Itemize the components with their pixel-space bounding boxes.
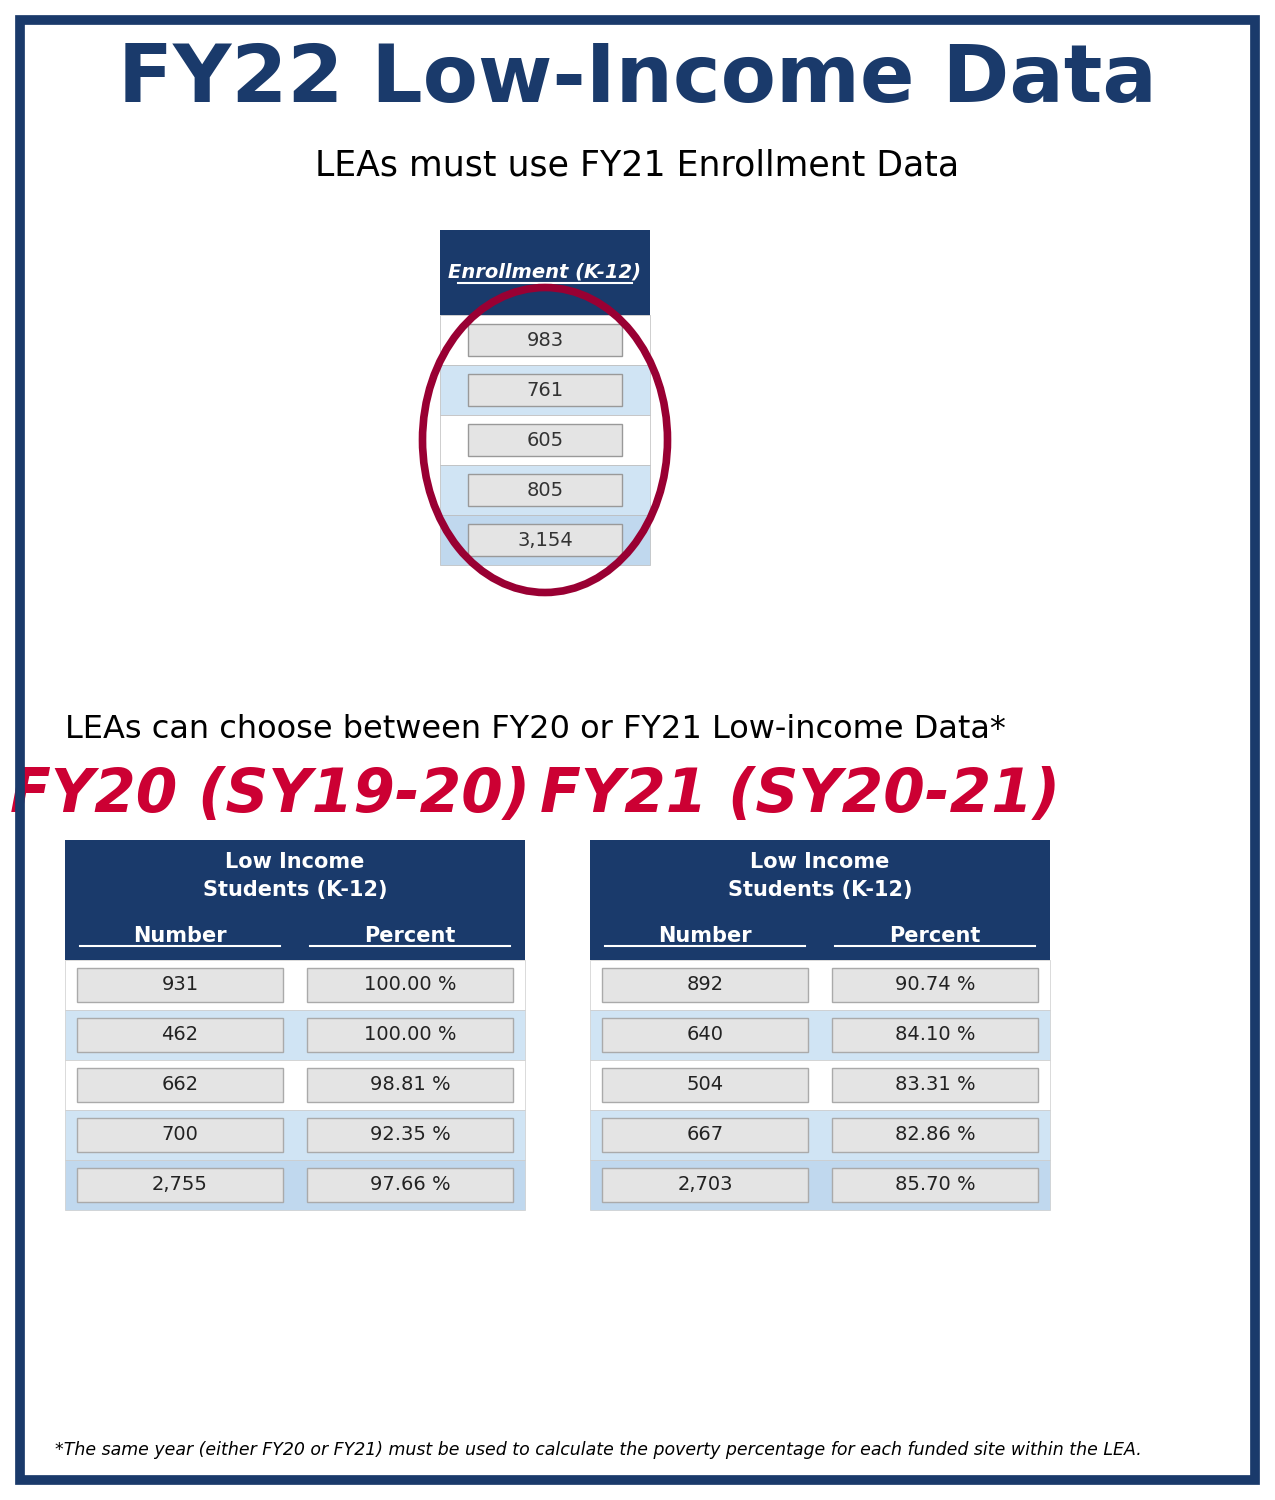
Text: 2,703: 2,703 — [677, 1176, 733, 1194]
FancyBboxPatch shape — [76, 1068, 283, 1102]
FancyBboxPatch shape — [307, 1068, 513, 1102]
FancyBboxPatch shape — [440, 315, 650, 364]
FancyBboxPatch shape — [65, 1160, 525, 1210]
FancyBboxPatch shape — [307, 968, 513, 1002]
Text: 761: 761 — [527, 381, 564, 399]
FancyBboxPatch shape — [65, 1060, 525, 1110]
FancyBboxPatch shape — [590, 960, 1051, 1010]
Text: 83.31 %: 83.31 % — [895, 1076, 975, 1095]
Text: 90.74 %: 90.74 % — [895, 975, 975, 994]
FancyBboxPatch shape — [833, 1168, 1038, 1202]
FancyBboxPatch shape — [76, 1168, 283, 1202]
Text: Enrollment (K-12): Enrollment (K-12) — [449, 262, 641, 282]
Text: Percent: Percent — [890, 926, 980, 946]
Text: 82.86 %: 82.86 % — [895, 1125, 975, 1144]
Text: 662: 662 — [162, 1076, 199, 1095]
FancyBboxPatch shape — [590, 1110, 1051, 1160]
FancyBboxPatch shape — [65, 912, 295, 960]
FancyBboxPatch shape — [590, 840, 1051, 912]
FancyBboxPatch shape — [307, 1019, 513, 1052]
FancyBboxPatch shape — [590, 1160, 1051, 1210]
FancyBboxPatch shape — [307, 1118, 513, 1152]
Text: Percent: Percent — [365, 926, 455, 946]
FancyBboxPatch shape — [65, 1110, 525, 1160]
Text: 97.66 %: 97.66 % — [370, 1176, 450, 1194]
Text: 92.35 %: 92.35 % — [370, 1125, 450, 1144]
FancyBboxPatch shape — [440, 514, 650, 566]
Text: 85.70 %: 85.70 % — [895, 1176, 975, 1194]
Text: Number: Number — [133, 926, 227, 946]
FancyBboxPatch shape — [602, 1068, 808, 1102]
FancyBboxPatch shape — [440, 416, 650, 465]
Text: Low Income
Students (K-12): Low Income Students (K-12) — [203, 852, 388, 900]
Text: 100.00 %: 100.00 % — [363, 1026, 456, 1044]
FancyBboxPatch shape — [468, 374, 622, 406]
Text: 700: 700 — [162, 1125, 199, 1144]
FancyBboxPatch shape — [602, 1019, 808, 1052]
Text: FY21 (SY20-21): FY21 (SY20-21) — [539, 765, 1060, 825]
FancyBboxPatch shape — [833, 1019, 1038, 1052]
FancyBboxPatch shape — [65, 840, 525, 912]
FancyBboxPatch shape — [833, 968, 1038, 1002]
Text: FY20 (SY19-20): FY20 (SY19-20) — [10, 765, 530, 825]
FancyBboxPatch shape — [590, 1060, 1051, 1110]
FancyBboxPatch shape — [602, 968, 808, 1002]
FancyBboxPatch shape — [65, 960, 525, 1010]
FancyBboxPatch shape — [590, 1010, 1051, 1060]
Text: 605: 605 — [527, 430, 564, 450]
FancyBboxPatch shape — [833, 1068, 1038, 1102]
FancyBboxPatch shape — [76, 1019, 283, 1052]
FancyBboxPatch shape — [307, 1168, 513, 1202]
Text: 805: 805 — [527, 480, 564, 500]
Text: 983: 983 — [527, 330, 564, 350]
Text: FY22 Low-Income Data: FY22 Low-Income Data — [117, 40, 1156, 118]
FancyBboxPatch shape — [65, 1010, 525, 1060]
FancyBboxPatch shape — [468, 524, 622, 556]
FancyBboxPatch shape — [468, 324, 622, 356]
Text: 2,755: 2,755 — [152, 1176, 208, 1194]
Text: 98.81 %: 98.81 % — [370, 1076, 450, 1095]
FancyBboxPatch shape — [440, 465, 650, 514]
FancyBboxPatch shape — [76, 968, 283, 1002]
FancyBboxPatch shape — [468, 424, 622, 456]
Text: *The same year (either FY20 or FY21) must be used to calculate the poverty perce: *The same year (either FY20 or FY21) mus… — [55, 1442, 1141, 1460]
FancyBboxPatch shape — [833, 1118, 1038, 1152]
FancyBboxPatch shape — [468, 474, 622, 506]
Text: 100.00 %: 100.00 % — [363, 975, 456, 994]
Text: 931: 931 — [162, 975, 199, 994]
FancyBboxPatch shape — [602, 1168, 808, 1202]
FancyBboxPatch shape — [590, 912, 820, 960]
FancyBboxPatch shape — [440, 230, 650, 315]
Text: 462: 462 — [162, 1026, 199, 1044]
Text: 892: 892 — [686, 975, 724, 994]
FancyBboxPatch shape — [820, 912, 1051, 960]
Text: 667: 667 — [686, 1125, 724, 1144]
Text: 640: 640 — [686, 1026, 723, 1044]
Text: 84.10 %: 84.10 % — [895, 1026, 975, 1044]
Text: LEAs can choose between FY20 or FY21 Low-income Data*: LEAs can choose between FY20 or FY21 Low… — [65, 714, 1006, 746]
FancyBboxPatch shape — [295, 912, 525, 960]
Text: Number: Number — [658, 926, 752, 946]
Text: Low Income
Students (K-12): Low Income Students (K-12) — [728, 852, 912, 900]
Text: 3,154: 3,154 — [518, 531, 572, 549]
Text: LEAs must use FY21 Enrollment Data: LEAs must use FY21 Enrollment Data — [315, 148, 959, 182]
FancyBboxPatch shape — [440, 364, 650, 416]
Text: 504: 504 — [686, 1076, 724, 1095]
FancyBboxPatch shape — [76, 1118, 283, 1152]
FancyBboxPatch shape — [602, 1118, 808, 1152]
